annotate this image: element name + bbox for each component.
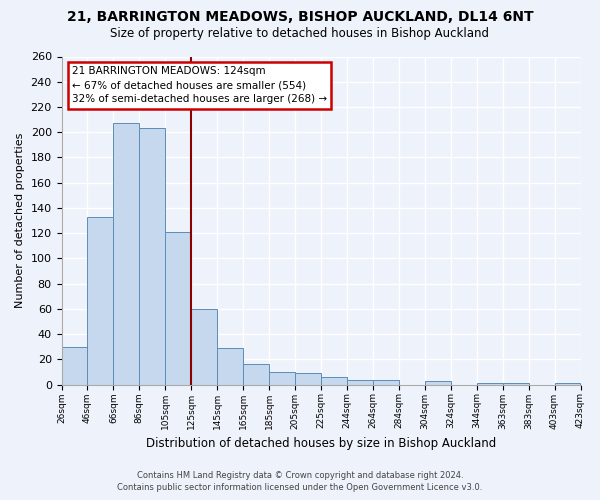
Bar	[88, 217, 113, 384]
Bar	[347, 380, 373, 384]
Bar	[321, 377, 347, 384]
Text: Size of property relative to detached houses in Bishop Auckland: Size of property relative to detached ho…	[110, 28, 490, 40]
Text: Contains HM Land Registry data © Crown copyright and database right 2024.
Contai: Contains HM Land Registry data © Crown c…	[118, 471, 482, 492]
Bar	[191, 309, 217, 384]
Bar	[373, 380, 399, 384]
Bar	[425, 381, 451, 384]
Bar	[166, 232, 191, 384]
Bar	[269, 372, 295, 384]
Bar	[243, 364, 269, 384]
Bar	[295, 374, 321, 384]
Y-axis label: Number of detached properties: Number of detached properties	[15, 133, 25, 308]
Bar	[113, 124, 139, 384]
X-axis label: Distribution of detached houses by size in Bishop Auckland: Distribution of detached houses by size …	[146, 437, 496, 450]
Bar	[139, 128, 166, 384]
Text: 21 BARRINGTON MEADOWS: 124sqm
← 67% of detached houses are smaller (554)
32% of : 21 BARRINGTON MEADOWS: 124sqm ← 67% of d…	[72, 66, 327, 104]
Bar	[217, 348, 243, 385]
Bar	[62, 347, 88, 385]
Text: 21, BARRINGTON MEADOWS, BISHOP AUCKLAND, DL14 6NT: 21, BARRINGTON MEADOWS, BISHOP AUCKLAND,…	[67, 10, 533, 24]
